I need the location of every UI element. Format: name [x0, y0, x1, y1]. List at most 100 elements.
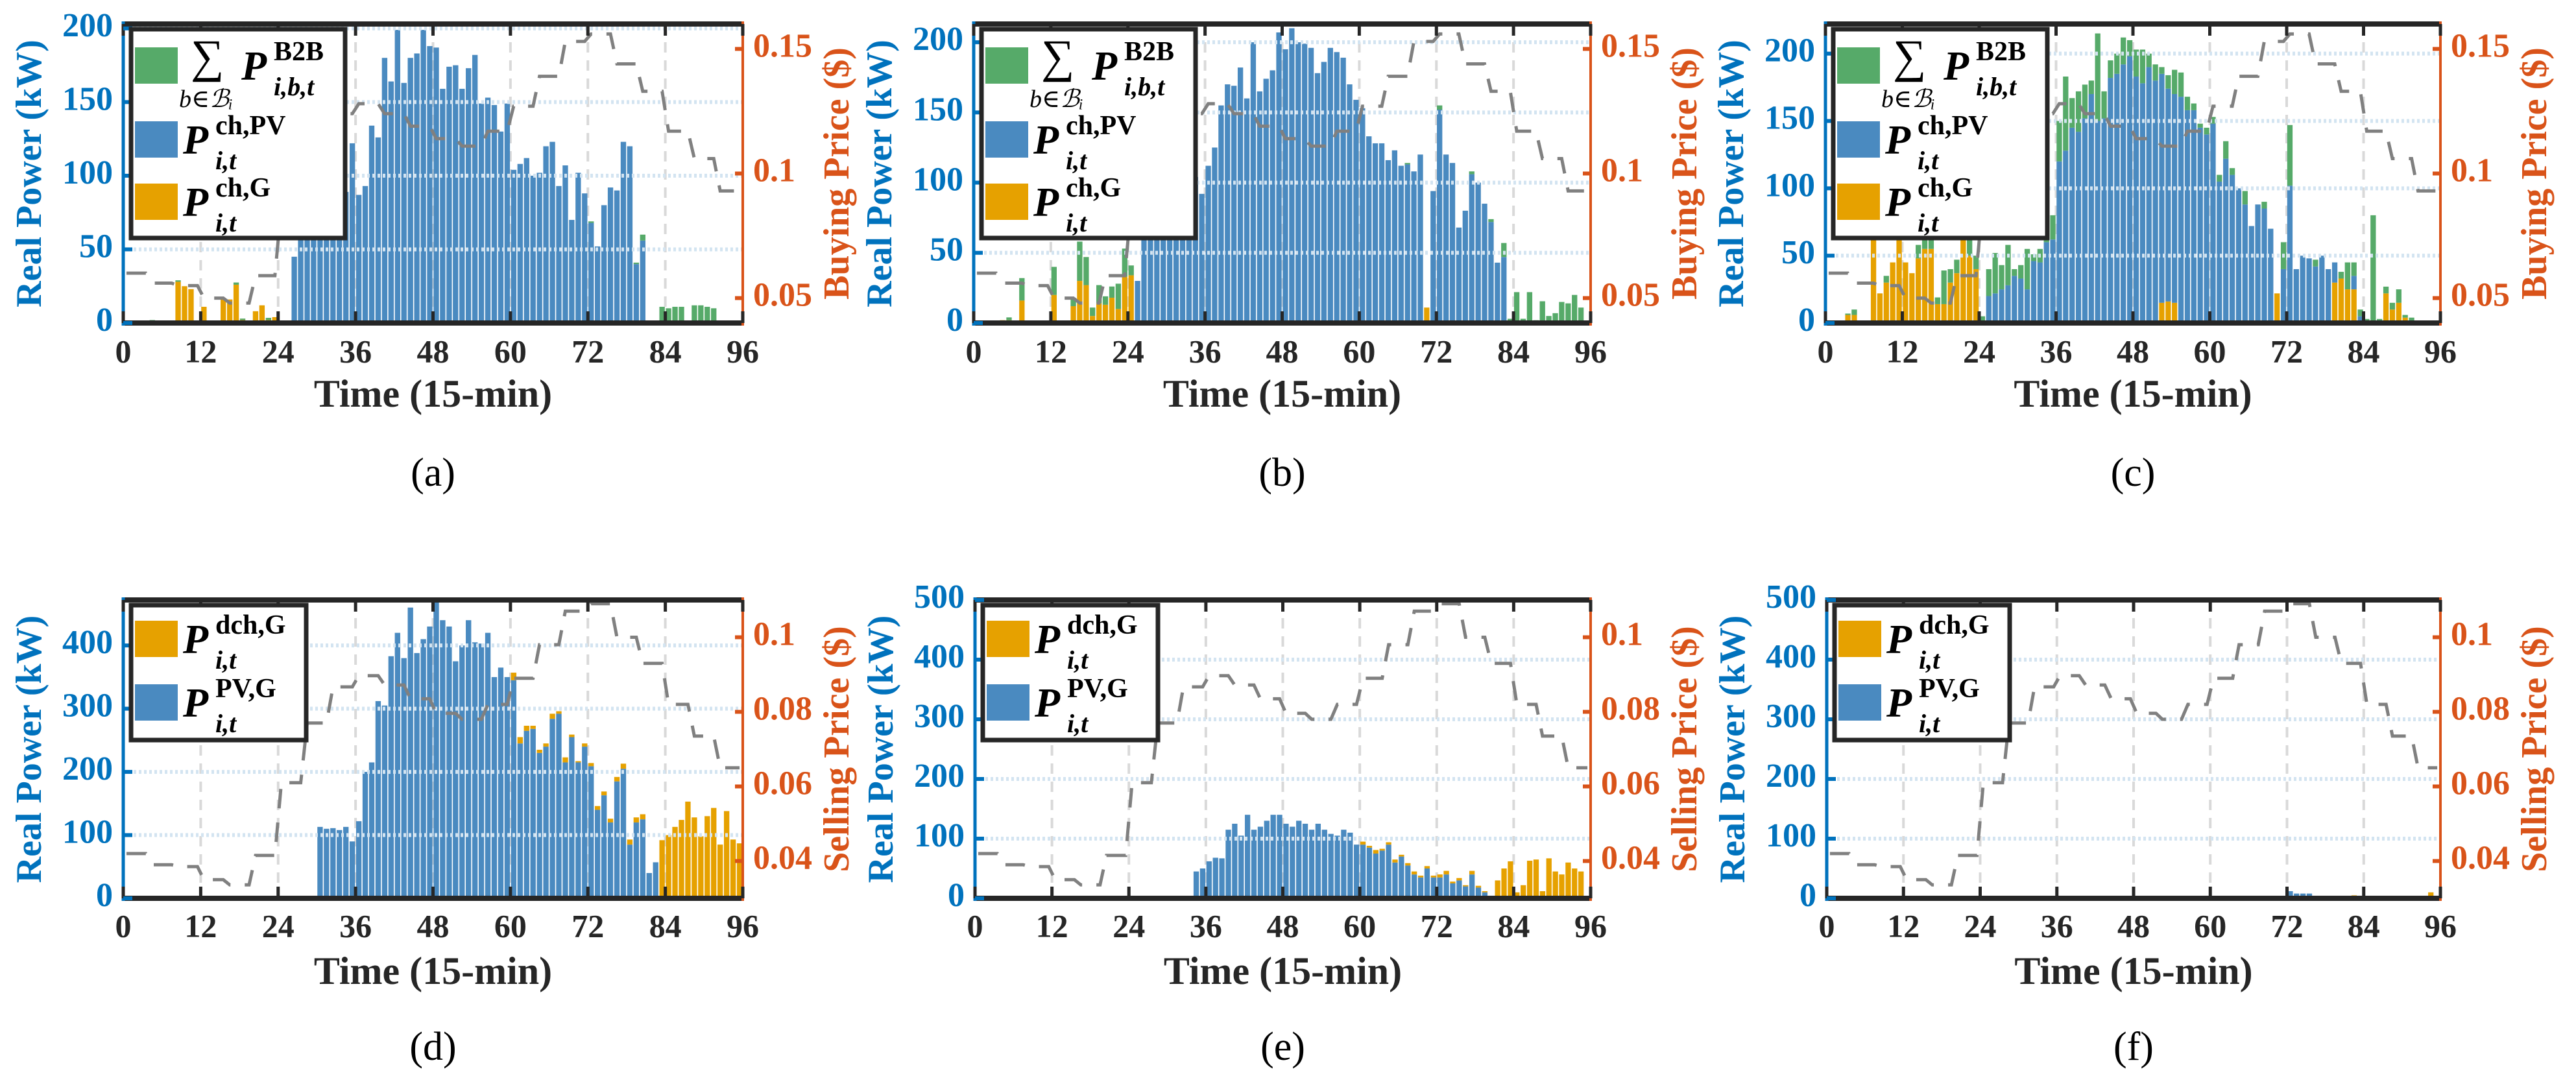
y-tick-label: 400 [1766, 638, 1816, 675]
panel-label: (e) [1260, 1025, 1305, 1069]
bar-ch_PV-t44 [407, 58, 413, 323]
bar-ch_PV-t65 [2242, 204, 2248, 323]
panel-d: 0 12 24 36 48 60 72 84 96 0 100 200 300 400 0.04 0.06 0.… [9, 597, 857, 1069]
x-tick-label: 60 [494, 333, 527, 369]
bar-dch_G-t67 [1405, 863, 1411, 866]
legend-item-PV_G: P PV,G i,t [1838, 674, 1980, 738]
bar-PV_G-t65 [1392, 862, 1398, 898]
bar-dch_G-t61 [517, 737, 523, 744]
bar-PV_G-t36 [1206, 861, 1212, 898]
y2-tick-label: 0.1 [753, 616, 795, 652]
bar-B2B-t60 [2210, 117, 2216, 124]
bar-PV_G-t71 [582, 747, 588, 898]
y-tick-label: 300 [62, 688, 113, 724]
legend-swatch [135, 121, 178, 158]
bar-ch_G-t21 [1109, 298, 1115, 323]
y-tick-label: 200 [913, 21, 963, 58]
bar-B2B-t7 [1019, 278, 1025, 301]
bar-PV_G-t50 [1296, 820, 1302, 898]
legend-variable: P [182, 179, 209, 225]
bar-ch_PV-t56 [1334, 52, 1340, 323]
bar-ch_G-t22 [1967, 256, 1973, 323]
bar-B2B-t48 [2133, 49, 2139, 77]
bar-B2B-t53 [2165, 75, 2171, 89]
bar-B2B-t38 [2069, 98, 2075, 128]
y-tick-label: 150 [62, 80, 113, 117]
bar-PV_G-t79 [1482, 892, 1488, 898]
bar-ch_PV-t62 [524, 158, 529, 323]
bar-ch_PV-t53 [2165, 88, 2171, 302]
legend-subscript: i,b,t [1124, 72, 1166, 101]
x-tick-label: 60 [2194, 907, 2226, 944]
legend-sum-symbol: ∑ [1893, 30, 1926, 82]
bar-B2B-t87 [2383, 286, 2389, 294]
bar-PV_G-t61 [1366, 847, 1373, 898]
bar-ch_PV-t32 [2030, 261, 2037, 323]
bar-ch_PV-t76 [1462, 210, 1468, 323]
bar-PV_G-t41 [388, 656, 394, 898]
legend-superscript: ch,PV [1918, 111, 1988, 141]
bar-PV_G-t52 [1308, 830, 1315, 898]
y2-tick-label: 0.06 [2451, 765, 2510, 802]
bar-group [1845, 33, 2414, 323]
panel-label: (d) [409, 1025, 456, 1069]
bar-dch_G-t71 [1430, 876, 1436, 878]
bar-B2B-t44 [2108, 60, 2113, 78]
legend-variable: P [1886, 680, 1912, 726]
bar-dch_G-t74 [1450, 881, 1456, 883]
bar-ch_PV-t30 [2018, 278, 2024, 323]
bar-PV_G-t35 [349, 841, 355, 898]
y-tick-label: 200 [1764, 32, 1815, 69]
legend-item-B2B: ∑ b∈ℬᵢ P B2B i,b,t [135, 30, 324, 113]
legend-variable: P [1884, 117, 1911, 163]
bar-ch_G-t7 [1870, 219, 1877, 323]
bar-ch_PV-t61 [1366, 136, 1372, 323]
y-tick-label: 500 [1766, 579, 1816, 616]
bar-ch_G-t17 [1934, 304, 1940, 323]
bar-dch_G-t91 [1559, 874, 1565, 898]
bar-ch_G-t18 [1090, 316, 1096, 323]
y-tick-label: 100 [913, 162, 963, 198]
bar-ch_PV-t48 [1282, 49, 1288, 323]
bar-PV_G-t64 [1386, 844, 1391, 898]
bar-ch_PV-t70 [575, 173, 581, 323]
bar-B2B-t92 [1565, 303, 1571, 323]
bar-ch_PV-t57 [491, 104, 498, 323]
bar-B2B-t14 [1916, 245, 1921, 259]
bar-ch_PV-t50 [1295, 42, 1301, 323]
bar-dch_G-t89 [1546, 858, 1552, 898]
legend-variable: P [182, 616, 209, 662]
bar-B2B-t39 [2075, 91, 2082, 132]
legend-subscript: i,t [1919, 645, 1941, 675]
bar-B2B-t89 [698, 305, 704, 323]
bar-B2B-t32 [2030, 254, 2037, 261]
x-tick-label: 96 [1574, 333, 1607, 369]
x-tick-label: 12 [184, 907, 217, 944]
y2-tick-label: 0.05 [2451, 277, 2510, 314]
bar-PV_G-t74 [1450, 883, 1456, 898]
bar-ch_PV-t80 [1488, 222, 1494, 323]
bar-B2B-t72 [1437, 105, 1443, 110]
y2-tick-label: 0.06 [1601, 765, 1660, 802]
x-tick-label: 84 [649, 333, 682, 369]
bar-dch_G-t61 [1366, 846, 1373, 848]
bar-PV_G-t57 [491, 676, 498, 898]
bar-B2B-t29 [2012, 269, 2017, 276]
y-tick-label: 300 [914, 698, 965, 735]
bar-B2B-t27 [1999, 265, 2004, 290]
bar-ch_PV-t55 [478, 103, 485, 323]
bar-ch_PV-t71 [582, 193, 588, 323]
bar-PV_G-t43 [401, 658, 407, 898]
x-axis-title: Time (15-min) [2014, 950, 2252, 992]
bar-dch_G-t82 [1501, 868, 1507, 898]
bar-dch_G-t73 [1443, 870, 1449, 875]
legend-subscript: i,t [215, 146, 237, 175]
bar-ch_G-t24 [1128, 275, 1134, 323]
bar-PV_G-t43 [1251, 830, 1257, 898]
y-tick-label: 50 [79, 228, 113, 265]
bar-dch_G-t70 [1424, 866, 1430, 868]
panel-f: 0 12 24 36 48 60 72 84 96 0 100 200 300 400 500 0.04 0.0… [1713, 579, 2555, 1069]
x-tick-label: 60 [2194, 333, 2226, 369]
x-tick-label: 36 [1190, 907, 1222, 944]
